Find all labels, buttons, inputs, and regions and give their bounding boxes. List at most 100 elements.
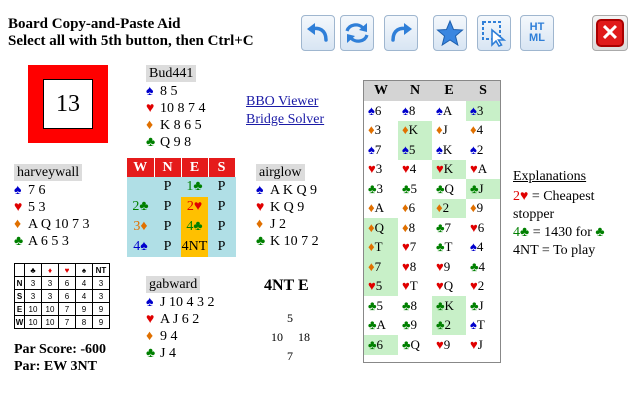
redo-button[interactable] — [384, 15, 418, 51]
par-header-clubs: ♣ — [24, 263, 42, 277]
favorite-button[interactable] — [433, 15, 467, 51]
played-card[interactable]: ♣ J — [466, 296, 500, 316]
card-rank: A — [477, 161, 488, 177]
played-card[interactable]: ♣ Q — [432, 179, 466, 199]
select-all-button[interactable] — [477, 15, 511, 51]
auction-bid-highlighted[interactable]: 2♥ — [181, 197, 208, 217]
played-card[interactable]: ♦ A — [364, 199, 398, 219]
swap-button[interactable] — [340, 15, 374, 51]
played-card[interactable]: ♥ 4 — [398, 160, 432, 180]
played-card-winner[interactable]: ♥ 5 — [364, 276, 398, 296]
played-card-winner[interactable]: ♠ 3 — [466, 101, 500, 121]
play-trick-row: ♥ 3 ♥ 4 ♥ K ♥ A — [364, 159, 500, 180]
bbo-viewer-link[interactable]: BBO Viewer — [246, 94, 319, 109]
card-suit-icon: ♦ — [368, 200, 375, 216]
played-card[interactable]: ♥ 9 — [432, 257, 466, 277]
card-suit-icon: ♥ — [402, 161, 410, 177]
played-card[interactable]: ♦ 4 — [466, 121, 500, 141]
bridge-solver-link[interactable]: Bridge Solver — [246, 112, 325, 127]
diamond-icon: ♦ — [14, 217, 22, 232]
played-card[interactable]: ♠ 4 — [466, 238, 500, 258]
card-suit-icon: ♣ — [436, 239, 445, 255]
heart-icon: ♥ — [146, 312, 155, 327]
played-card[interactable]: ♠ T — [466, 316, 500, 336]
played-card[interactable]: ♥ 7 — [398, 238, 432, 258]
card-suit-icon: ♠ — [436, 141, 443, 157]
played-card-winner[interactable]: ♣ J — [466, 179, 500, 199]
played-card[interactable]: ♠ 8 — [398, 101, 432, 121]
play-trick-row: ♥ 5 ♥ T ♥ Q ♥ 2 — [364, 276, 500, 297]
explanation-item: stopper — [513, 207, 555, 222]
explanation-bid: 2♥ — [513, 189, 529, 204]
played-card-winner[interactable]: ♦ 7 — [364, 257, 398, 277]
board-number-badge: 13 — [28, 65, 108, 143]
played-card[interactable]: ♥ 3 — [364, 160, 398, 180]
auction-bid-highlighted[interactable]: 4♣ — [181, 217, 208, 237]
card-rank: 2 — [477, 278, 485, 294]
played-card-winner[interactable]: ♣ 2 — [432, 315, 466, 335]
played-card[interactable]: ♣ 7 — [432, 218, 466, 238]
played-card[interactable]: ♣ 8 — [398, 296, 432, 316]
undo-button[interactable] — [301, 15, 335, 51]
played-card[interactable]: ♦ 3 — [364, 121, 398, 141]
north-hearts: 10 8 7 4 — [160, 101, 206, 116]
played-card[interactable]: ♠ A — [432, 101, 466, 121]
played-card[interactable]: ♣ T — [432, 238, 466, 258]
played-card[interactable]: ♥ A — [466, 160, 500, 180]
played-card-winner[interactable]: ♥ K — [432, 159, 466, 179]
play-trick-row: ♦ 7 ♥ 8 ♥ 9 ♣ 4 — [364, 257, 500, 277]
club-icon: ♣ — [256, 234, 266, 249]
played-card-winner[interactable]: ♣ 6 — [364, 335, 398, 355]
explanations: Explanations 2♥ = Cheapest stopper 4♣ = … — [513, 168, 605, 260]
played-card[interactable]: ♠ 7 — [364, 140, 398, 160]
explanations-title: Explanations — [513, 169, 587, 184]
diamond-icon: ♦ — [146, 118, 154, 133]
played-card[interactable]: ♣ 5 — [364, 296, 398, 316]
card-suit-icon: ♦ — [402, 219, 409, 235]
auction-bid-highlighted[interactable]: 4NT — [181, 237, 208, 257]
card-rank: 6 — [374, 102, 382, 118]
played-card[interactable]: ♠ K — [432, 140, 466, 160]
card-suit-icon: ♣ — [436, 297, 445, 313]
played-card[interactable]: ♦ 6 — [398, 199, 432, 219]
played-card[interactable]: ♥ 8 — [398, 257, 432, 277]
played-card-winner[interactable]: ♦ K — [398, 120, 432, 140]
par-seat: N — [14, 276, 25, 290]
played-card[interactable]: ♠ 6 — [364, 101, 398, 121]
played-card-winner[interactable]: ♦ 2 — [432, 198, 466, 218]
played-card[interactable]: ♥ J — [466, 335, 500, 355]
card-suit-icon: ♥ — [470, 336, 478, 352]
played-card[interactable]: ♣ 5 — [398, 179, 432, 199]
heart-icon: ♥ — [146, 101, 155, 116]
played-card-winner[interactable]: ♦ T — [364, 237, 398, 257]
play-trick-row: ♣ 3 ♣ 5 ♣ Q ♣ J — [364, 179, 500, 199]
played-card[interactable]: ♦ 8 — [398, 218, 432, 238]
played-card[interactable]: ♥ Q — [432, 277, 466, 297]
played-card[interactable]: ♣ 3 — [364, 179, 398, 199]
played-card[interactable]: ♥ 9 — [432, 335, 466, 355]
club-icon: ♣ — [595, 225, 605, 240]
par-seat: E — [14, 302, 25, 316]
played-card[interactable]: ♣ A — [364, 316, 398, 336]
html-button[interactable]: HT ML — [520, 15, 554, 51]
played-card[interactable]: ♣ Q — [398, 335, 432, 355]
close-button[interactable]: ✕ — [592, 15, 628, 51]
played-card-winner[interactable]: ♣ K — [432, 296, 466, 316]
club-icon: ♣ — [146, 135, 156, 150]
card-rank: 6 — [477, 219, 485, 235]
north-diamonds: K 8 6 5 — [160, 118, 202, 133]
played-card-winner[interactable]: ♦ Q — [364, 218, 398, 238]
par-cell: 3 — [92, 289, 110, 303]
played-card[interactable]: ♣ 9 — [398, 316, 432, 336]
played-card[interactable]: ♥ T — [398, 277, 432, 297]
played-card-winner[interactable]: ♠ 5 — [398, 140, 432, 160]
played-card[interactable]: ♦ J — [432, 121, 466, 141]
played-card[interactable]: ♦ 9 — [466, 199, 500, 219]
par-cell: 3 — [41, 276, 59, 290]
card-suit-icon: ♠ — [470, 239, 477, 255]
page-header: Board Copy-and-Paste Aid Select all with… — [8, 16, 254, 50]
played-card[interactable]: ♥ 2 — [466, 277, 500, 297]
played-card[interactable]: ♣ 4 — [466, 257, 500, 277]
played-card[interactable]: ♠ 2 — [466, 140, 500, 160]
played-card[interactable]: ♥ 6 — [466, 218, 500, 238]
